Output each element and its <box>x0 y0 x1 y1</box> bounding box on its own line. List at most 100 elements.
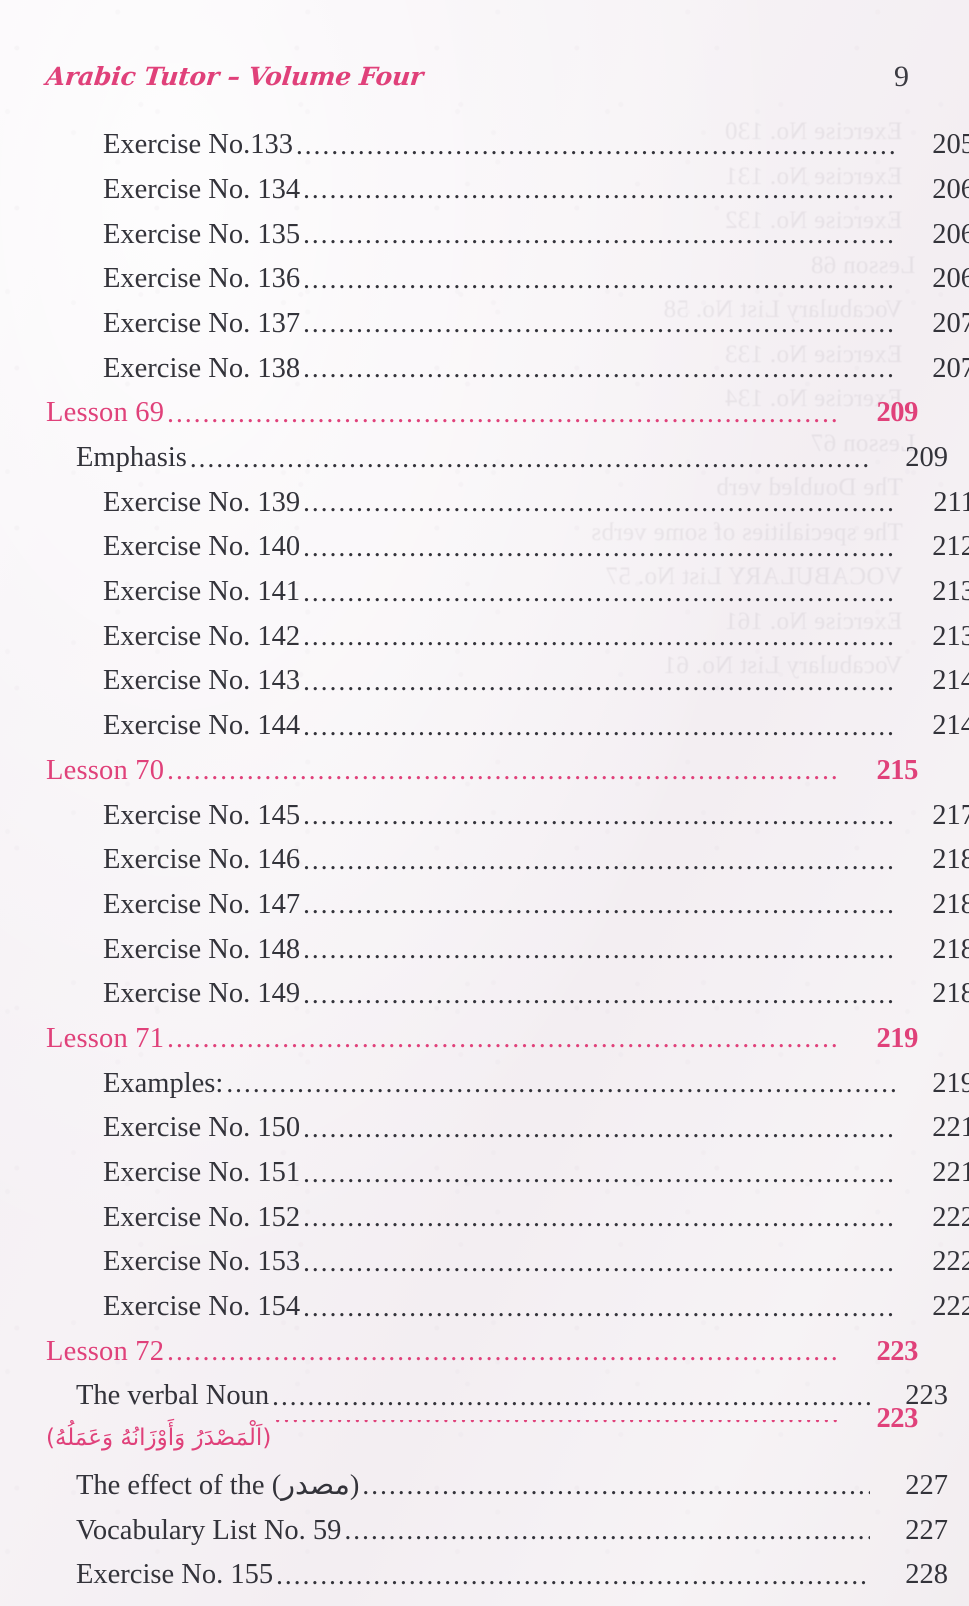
toc-entry-label: Examples: <box>103 1067 224 1099</box>
toc-dot-leader <box>167 772 840 788</box>
toc-entry-row[interactable]: Exercise No. 152 222 <box>46 1191 969 1236</box>
toc-dot-leader <box>303 862 897 878</box>
toc-lesson-row[interactable]: Lesson 71 219 <box>46 1012 918 1057</box>
toc-entry-row[interactable]: Vocabulary List No. 59 227 <box>46 1503 948 1548</box>
toc-entry-row[interactable]: Exercise No. 147 218 <box>46 878 969 923</box>
toc-entry-row[interactable]: Exercise No. 135 206 <box>46 207 969 252</box>
toc-entry-row[interactable]: Exercise No.133 205 <box>46 118 969 163</box>
toc-entry-page-number: 223 <box>876 1335 918 1367</box>
toc-lesson-row[interactable]: (اَلْمَصْدَرُ وَأَوْزَانُهُ وَعَمَلُهُ) 2… <box>46 1404 918 1459</box>
toc-dot-leader <box>303 817 897 833</box>
toc-entry-page-number: 206 <box>932 173 969 205</box>
toc-entry-row[interactable]: Exercise No. 140 212 <box>46 520 969 565</box>
toc-entry-page-number: 221 <box>932 1112 969 1144</box>
toc-entry-label: Exercise No. 144 <box>103 710 301 742</box>
toc-entry-row[interactable]: Exercise No. 145 217 <box>46 788 969 833</box>
toc-entry-label: Exercise No. 153 <box>103 1246 301 1278</box>
toc-entry-label: Exercise No. 140 <box>103 531 301 563</box>
toc-entry-page-number: 227 <box>905 1514 948 1546</box>
toc-dot-leader <box>303 1264 897 1280</box>
toc-entry-row[interactable]: Exercise No. 155 228 <box>46 1548 948 1593</box>
toc-entry-row[interactable]: Exercise No. 153 222 <box>46 1235 969 1280</box>
toc-entry-row[interactable]: Exercise No. 154 222 <box>46 1280 969 1325</box>
toc-entry-row[interactable]: Exercise No. 137 207 <box>46 297 969 342</box>
toc-entry-label: Exercise No. 137 <box>103 307 301 339</box>
toc-dot-leader <box>362 1487 870 1503</box>
toc-entry-page-number: 211 <box>933 486 969 518</box>
toc-entry-label: Lesson 72 <box>46 1335 165 1367</box>
toc-entry-row[interactable]: Exercise No. 141 213 <box>46 565 969 610</box>
toc-entry-row[interactable]: Exercise No. 148 218 <box>46 922 969 967</box>
toc-dot-leader <box>344 1532 870 1548</box>
toc-entry-page-number: 209 <box>876 397 918 429</box>
page-number: 9 <box>894 60 909 93</box>
toc-entry-page-number: 212 <box>932 531 969 563</box>
toc-entry-page-number: 213 <box>932 576 969 608</box>
toc-entry-row[interactable]: Exercise No. 142 213 <box>46 610 969 655</box>
toc-dot-leader <box>303 594 897 610</box>
toc-entry-page-number: 206 <box>932 263 969 295</box>
toc-dot-leader <box>276 1577 870 1593</box>
toc-entry-row[interactable]: Exercise No. 146 218 <box>46 833 969 878</box>
table-of-contents: Exercise No.133205Exercise No. 134206Exe… <box>46 118 969 1606</box>
toc-entry-label: Lesson 69 <box>46 397 165 429</box>
toc-entry-label: Exercise No. 141 <box>103 576 301 608</box>
toc-dot-leader <box>167 1040 840 1056</box>
toc-dot-leader <box>303 683 897 699</box>
toc-entry-label: Exercise No. 145 <box>103 799 301 831</box>
toc-dot-leader <box>303 504 897 520</box>
toc-entry-row[interactable]: Exercise No. 139 211 <box>46 476 969 521</box>
toc-entry-row[interactable]: Exercise No. 150 221 <box>46 1101 969 1146</box>
toc-entry-row[interactable]: Emphasis 209 <box>46 431 948 476</box>
toc-entry-row[interactable]: Exercise No. 136 206 <box>46 252 969 297</box>
toc-dot-leader <box>303 906 897 922</box>
toc-entry-page-number: 218 <box>932 844 969 876</box>
toc-lesson-row[interactable]: Lesson 70 215 <box>46 744 918 789</box>
toc-entry-label: Exercise No. 142 <box>103 620 301 652</box>
toc-entry-row[interactable]: Exercise No. 143 214 <box>46 654 969 699</box>
toc-entry-row[interactable]: The effect of the (مصدر) 227 <box>46 1459 948 1504</box>
toc-entry-page-number: 217 <box>932 799 969 831</box>
toc-dot-leader <box>303 951 897 967</box>
toc-entry-page-number: 214 <box>932 665 969 697</box>
toc-entry-row[interactable]: Exercise No. 134 206 <box>46 163 969 208</box>
toc-entry-row[interactable]: Exercise No. 138 207 <box>46 341 969 386</box>
toc-entry-label: Lesson 71 <box>46 1022 165 1054</box>
toc-lesson-row[interactable]: Lesson 72 223 <box>46 1325 918 1370</box>
toc-dot-leader <box>303 281 897 297</box>
toc-entry-label: Exercise No. 136 <box>103 263 301 295</box>
toc-entry-page-number: 209 <box>905 442 948 473</box>
toc-entry-label: Exercise No. 150 <box>103 1112 301 1144</box>
toc-entry-label: The verbal Noun <box>76 1380 270 1412</box>
toc-entry-row[interactable]: Exercise No. 151 221 <box>46 1146 969 1191</box>
toc-entry-label: Exercise No. 154 <box>103 1291 301 1323</box>
toc-entry-row[interactable]: Examples: 219 <box>46 1056 969 1101</box>
toc-entry-label: Exercise No. 148 <box>103 933 301 965</box>
toc-dot-leader <box>303 728 897 744</box>
toc-entry-label: Exercise No.133 <box>103 129 293 161</box>
toc-entry-label: Exercise No. 149 <box>103 978 301 1010</box>
toc-dot-leader <box>303 1309 897 1325</box>
toc-lesson-row[interactable]: Lesson 69 209 <box>46 386 918 431</box>
toc-entry-row[interactable]: Exercise No. 144 214 <box>46 699 969 744</box>
toc-dot-leader <box>303 638 897 654</box>
toc-entry-page-number: 219 <box>932 1067 969 1099</box>
toc-entry-label: (اَلْمَصْدَرُ وَأَوْزَانُهُ وَعَمَلُهُ) <box>46 1424 272 1451</box>
toc-dot-leader <box>296 147 897 163</box>
toc-dot-leader <box>303 549 897 565</box>
toc-entry-page-number: 218 <box>932 933 969 965</box>
toc-entry-page-number: 223 <box>876 1402 918 1434</box>
toc-entry-row[interactable]: The verbal Noun 223 <box>46 1369 948 1414</box>
toc-entry-page-number: 221 <box>932 1157 969 1188</box>
toc-dot-leader <box>303 191 897 207</box>
toc-entry-row[interactable]: Exercise No. 156229 <box>46 1593 948 1606</box>
toc-entry-label: Exercise No. 138 <box>103 352 301 384</box>
toc-entry-page-number: 228 <box>905 1559 948 1591</box>
toc-dot-leader <box>303 325 897 341</box>
toc-entry-row[interactable]: Exercise No. 149 218 <box>46 967 969 1012</box>
toc-entry-page-number: 214 <box>932 710 969 742</box>
toc-entry-label: Exercise No. 143 <box>103 665 301 697</box>
toc-dot-leader <box>226 1085 897 1101</box>
toc-entry-label: Exercise No. 139 <box>103 486 301 518</box>
